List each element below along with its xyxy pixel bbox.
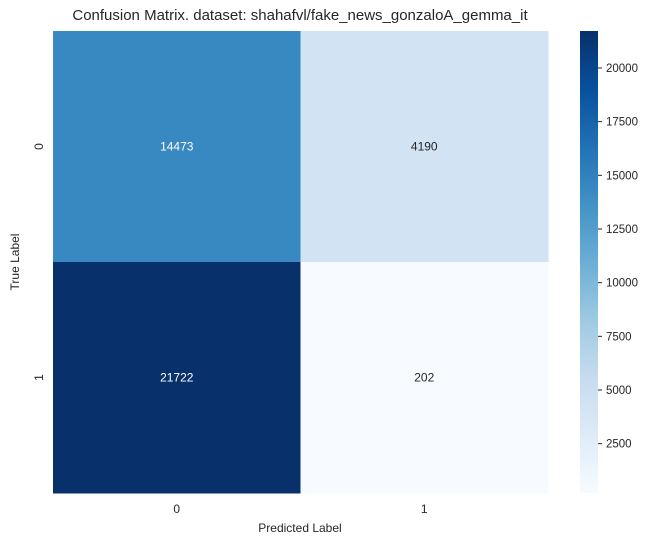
x-axis-label: Predicted Label	[258, 521, 341, 535]
colorbar-tick-label-5: 15000	[606, 170, 638, 182]
colorbar-ticks: 2500 5000 7500 10000 12500 15000 17500 20000	[598, 63, 638, 451]
heatmap-cell-1-1	[300, 262, 549, 494]
colorbar-tick-label-6: 17500	[606, 117, 638, 129]
cell-value-label-0-1: 4190	[411, 140, 438, 154]
heatmap-cell-1-0	[53, 262, 301, 494]
colorbar-tick-label-7: 20000	[606, 63, 638, 75]
colorbar-tick-label-1: 5000	[606, 385, 632, 397]
y-tick-label-0: 0	[32, 143, 46, 150]
cell-value-label-1-0: 21722	[160, 371, 194, 385]
heatmap-cells: 14473 4190 21722 202	[53, 31, 549, 494]
chart-title: Confusion Matrix. dataset: shahafvl/fake…	[72, 7, 528, 24]
y-tick-label-1: 1	[32, 374, 46, 381]
heatmap-cell-0-0	[53, 31, 301, 263]
cell-value-label-0-0: 14473	[160, 140, 194, 154]
cell-value-label-1-1: 202	[414, 371, 434, 385]
colorbar	[580, 31, 598, 493]
colorbar-tick-label-2: 7500	[606, 331, 632, 343]
colorbar-tick-label-0: 2500	[606, 439, 632, 451]
colorbar-tick-label-4: 12500	[606, 224, 638, 236]
x-tick-label-1: 1	[421, 502, 428, 516]
colorbar-tick-label-3: 10000	[606, 278, 638, 290]
y-axis-label: True Label	[8, 234, 22, 291]
x-tick-label-0: 0	[173, 502, 180, 516]
y-axis-ticks: 01	[32, 143, 46, 381]
heatmap-cell-0-1	[300, 31, 549, 263]
